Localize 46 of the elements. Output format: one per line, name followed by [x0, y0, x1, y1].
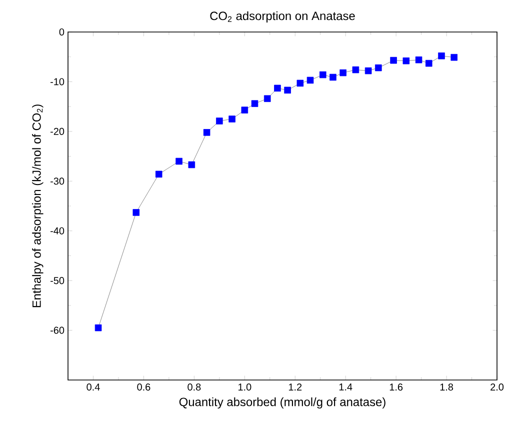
x-axis-title: Quantity absorbed (mmol/g of anatase) [179, 397, 386, 409]
point [216, 118, 223, 124]
point [284, 86, 291, 94]
point [251, 100, 258, 107]
point [241, 106, 248, 114]
y-tick-label: 0 [59, 28, 64, 36]
x-tick-label: 0.6 [137, 384, 150, 391]
x-tick-label: 0.4 [86, 384, 100, 391]
point [132, 209, 140, 216]
point [438, 52, 445, 60]
point [415, 56, 422, 64]
y-tick-label: -30 [50, 178, 64, 185]
point [390, 56, 397, 64]
y-axis-title: Enthalpy of adsorption (kJ/mol of CO$_{2}$) [32, 104, 44, 308]
y-tick-label: -20 [50, 128, 64, 135]
point [425, 60, 432, 67]
point [176, 158, 182, 165]
x-tick-label: 1.2 [288, 384, 302, 390]
point [155, 170, 162, 178]
y-tick-label: -10 [50, 78, 64, 86]
point [319, 71, 326, 78]
chart-title: CO$_{2}$ adsorption on Anatase [210, 11, 355, 23]
y-tick-label: -40 [50, 227, 64, 234]
point [330, 74, 336, 81]
y-tick-label: -60 [50, 326, 64, 334]
y-tick-label: -50 [50, 277, 64, 284]
point [94, 324, 102, 332]
x-tick-label: 1.6 [390, 384, 403, 391]
point [296, 80, 304, 87]
point [203, 129, 210, 136]
x-tick-label: 2.0 [490, 384, 504, 391]
point [352, 66, 360, 74]
point [364, 67, 372, 74]
point [340, 69, 346, 76]
x-tick-label: 0.8 [188, 384, 201, 391]
point [450, 54, 458, 61]
point [306, 76, 314, 84]
point [228, 116, 236, 122]
point [274, 84, 281, 92]
x-tick-label: 1.0 [238, 384, 252, 391]
point [188, 161, 196, 168]
x-tick-label: 1.8 [440, 384, 454, 391]
point [375, 64, 382, 72]
point [402, 57, 410, 64]
point [264, 95, 271, 102]
x-tick-label: 1.4 [339, 384, 352, 390]
